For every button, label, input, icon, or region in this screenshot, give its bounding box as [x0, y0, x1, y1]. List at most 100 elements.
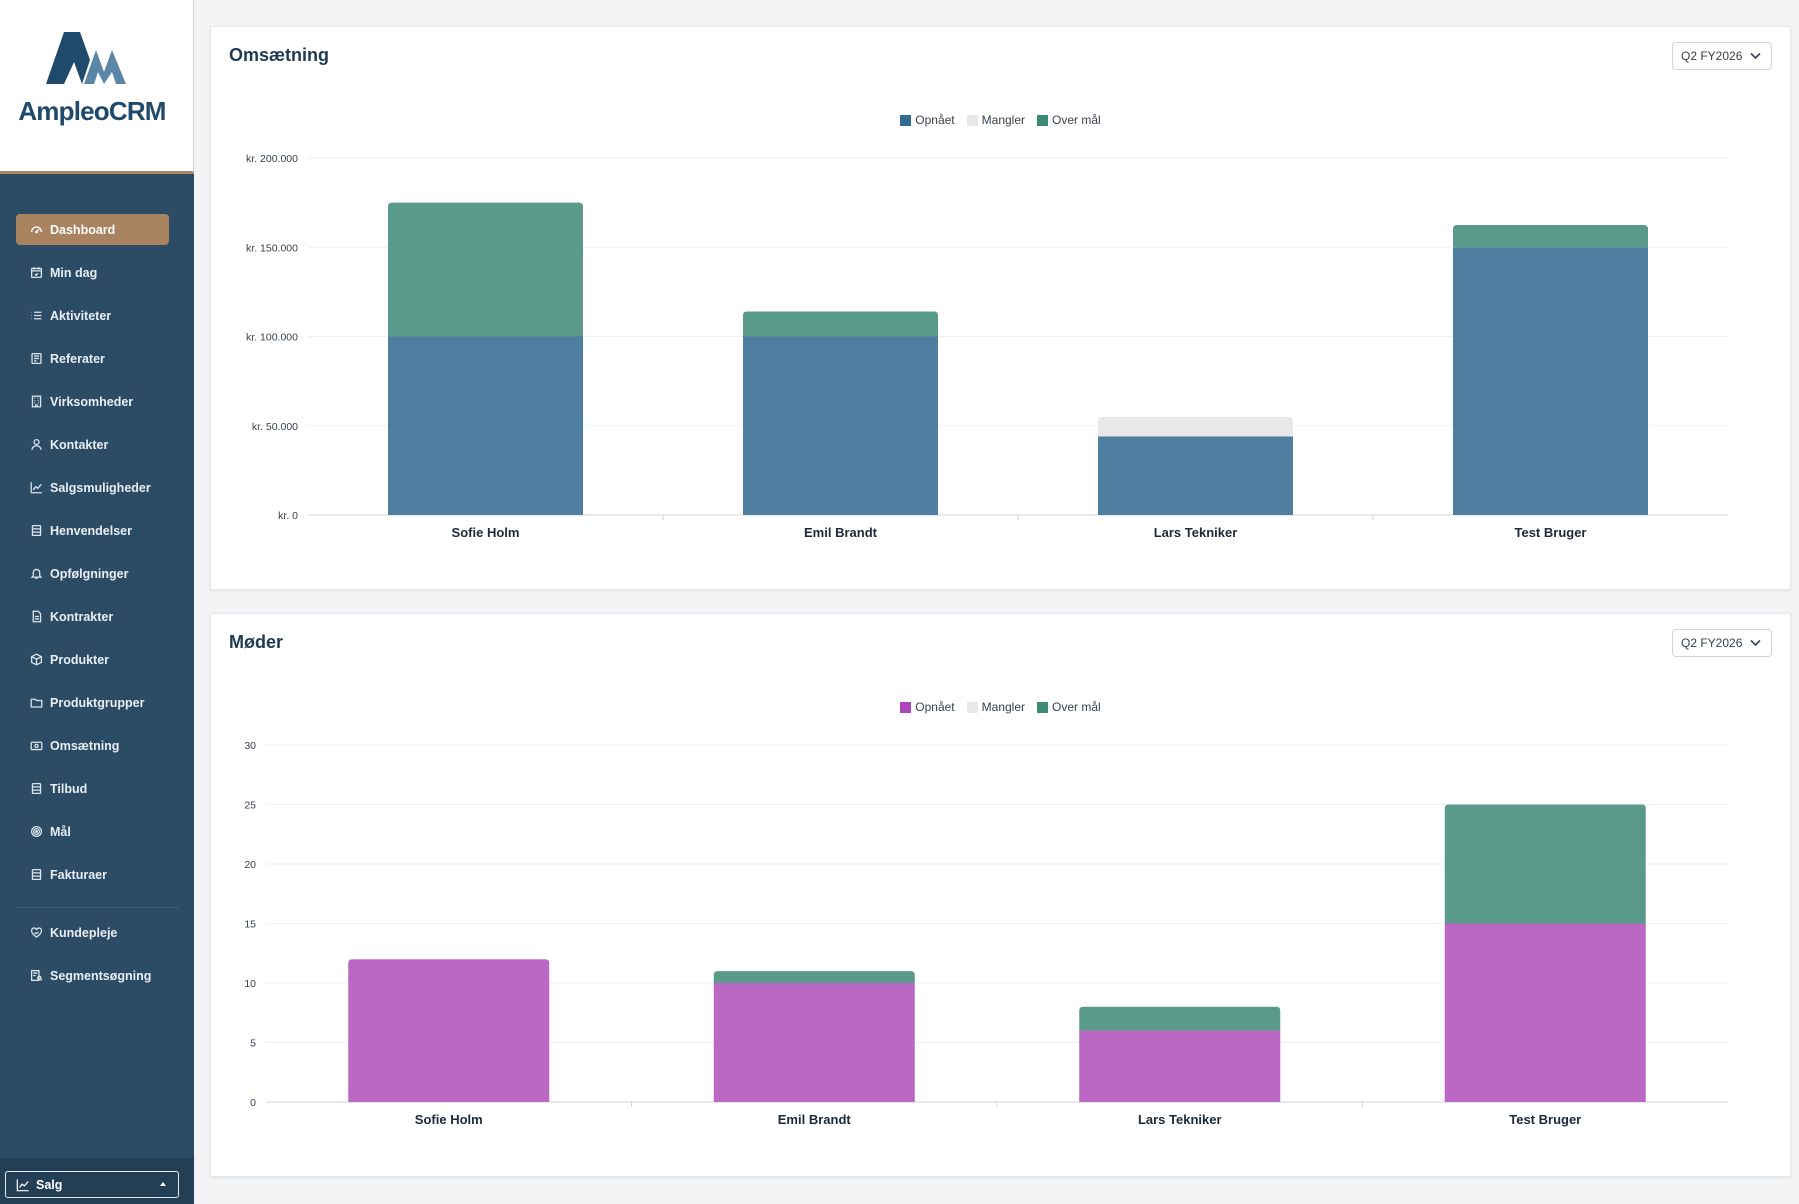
legend-swatch	[1037, 701, 1049, 713]
sidebar-item-virksomheder[interactable]: Virksomheder	[16, 386, 169, 417]
period-select[interactable]: Q2 FY2026	[1672, 42, 1772, 70]
sidebar-item-salgsmuligheder[interactable]: Salgsmuligheder	[16, 472, 169, 503]
y-tick-label: 5	[250, 1038, 256, 1050]
sidebar: AmpleoCRM Dashboard Min dag Aktiviteter …	[0, 0, 194, 1204]
x-tick-label: Test Bruger	[1509, 1112, 1581, 1127]
y-tick-label: kr. 100.000	[246, 332, 298, 344]
y-tick-label: 0	[250, 1097, 256, 1109]
x-tick-label: Emil Brandt	[778, 1112, 852, 1127]
legend-item[interactable]: Opnået	[900, 700, 955, 714]
sidebar-item-label: Mål	[50, 824, 71, 839]
box-icon	[29, 652, 44, 667]
sidebar-divider	[16, 907, 178, 908]
bar-segment	[743, 336, 938, 515]
legend-label: Mangler	[981, 700, 1026, 714]
offer-icon	[29, 781, 44, 796]
meetings-card: Møder Q2 FY2026 Opnået Mangler Over mål …	[210, 613, 1791, 1177]
sidebar-item-kundepleje[interactable]: Kundepleje	[16, 917, 169, 948]
trend-icon	[29, 480, 44, 495]
sidebar-item-label: Salgsmuligheder	[50, 480, 151, 495]
sidebar-item-dashboard[interactable]: Dashboard	[16, 214, 169, 245]
legend-swatch	[900, 114, 912, 126]
sidebar-item-label: Henvendelser	[50, 523, 132, 538]
sidebar-item-label: Opfølgninger	[50, 566, 129, 581]
sidebar-item-min-dag[interactable]: Min dag	[16, 257, 169, 288]
x-tick-label: Lars Tekniker	[1154, 525, 1238, 540]
legend-swatch	[900, 701, 912, 713]
y-tick-label: 10	[244, 978, 256, 990]
list-icon	[29, 308, 44, 323]
dashboard-icon	[29, 222, 44, 237]
bar-segment	[388, 202, 583, 337]
bar-segment	[1444, 923, 1646, 1102]
sidebar-item-label: Produktgrupper	[50, 695, 145, 710]
sidebar-item-opfolgninger[interactable]: Opfølgninger	[16, 558, 169, 589]
sidebar-item-label: Segmentsøgning	[50, 968, 152, 983]
y-tick-label: kr. 200.000	[246, 153, 298, 165]
sidebar-item-produkter[interactable]: Produkter	[16, 644, 169, 675]
bar-segment	[1098, 436, 1293, 515]
legend-label: Mangler	[981, 113, 1026, 127]
bar-segment	[1098, 416, 1293, 437]
sidebar-item-tilbud[interactable]: Tilbud	[16, 773, 169, 804]
role-select[interactable]: Salg	[5, 1171, 179, 1198]
contract-icon	[29, 609, 44, 624]
period-select[interactable]: Q2 FY2026	[1672, 629, 1772, 657]
legend-item[interactable]: Mangler	[966, 113, 1026, 127]
bar-segment	[1453, 224, 1648, 248]
inbox-icon	[29, 523, 44, 538]
notes-icon	[29, 351, 44, 366]
legend-label: Opnået	[915, 700, 955, 714]
target-icon	[29, 824, 44, 839]
meetings-chart: 0 5 10 15 20 25 30 Sofie Holm Emil Brandt Lars Te…	[244, 740, 1728, 1127]
legend-item[interactable]: Over mål	[1037, 700, 1101, 714]
bar-segment	[1079, 1006, 1281, 1031]
money-icon	[29, 738, 44, 753]
legend-swatch	[966, 701, 978, 713]
x-tick-label: Lars Tekniker	[1138, 1112, 1222, 1127]
card-title: Møder	[229, 632, 283, 652]
sidebar-item-fakturaer[interactable]: Fakturaer	[16, 859, 169, 890]
caret-up-icon	[160, 1182, 166, 1186]
y-tick-label: 15	[244, 919, 256, 931]
sidebar-item-label: Referater	[50, 351, 105, 366]
sidebar-item-label: Fakturaer	[50, 867, 107, 882]
chevron-down-icon	[1750, 52, 1761, 60]
user-icon	[29, 437, 44, 452]
revenue-chart: kr. 0 kr. 50.000 kr. 100.000 kr. 150.000 kr.…	[246, 153, 1728, 540]
heart-handshake-icon	[29, 925, 44, 940]
period-select-value: Q2 FY2026	[1681, 49, 1743, 63]
sidebar-item-produktgrupper[interactable]: Produktgrupper	[16, 687, 169, 718]
sidebar-footer	[0, 1158, 194, 1204]
sidebar-item-maal[interactable]: Mål	[16, 816, 169, 847]
logo-text: AmpleoCRM	[18, 96, 166, 126]
sidebar-item-henvendelser[interactable]: Henvendelser	[16, 515, 169, 546]
calendar-icon	[29, 265, 44, 280]
sidebar-item-segmentsogning[interactable]: Segmentsøgning	[16, 960, 169, 991]
y-tick-label: kr. 150.000	[246, 242, 298, 254]
sidebar-item-kontakter[interactable]: Kontakter	[16, 429, 169, 460]
x-tick-label: Emil Brandt	[804, 525, 878, 540]
x-tick-label: Test Bruger	[1515, 525, 1587, 540]
legend-swatch	[1037, 114, 1049, 126]
legend-item[interactable]: Opnået	[900, 113, 955, 127]
sidebar-item-aktiviteter[interactable]: Aktiviteter	[16, 300, 169, 331]
sidebar-item-label: Kontakter	[50, 437, 109, 452]
segment-search-icon	[29, 968, 44, 983]
x-tick-label: Sofie Holm	[452, 525, 520, 540]
legend-swatch	[966, 114, 978, 126]
sidebar-item-referater[interactable]: Referater	[16, 343, 169, 374]
sidebar-item-kontrakter[interactable]: Kontrakter	[16, 601, 169, 632]
bar-segment	[713, 983, 915, 1102]
chart-line-icon	[16, 1178, 29, 1191]
y-tick-label: kr. 50.000	[252, 421, 298, 433]
y-tick-label: kr. 0	[278, 510, 298, 522]
legend-item[interactable]: Over mål	[1037, 113, 1101, 127]
legend-label: Over mål	[1052, 113, 1101, 127]
period-select-value: Q2 FY2026	[1681, 636, 1743, 650]
sidebar-item-label: Virksomheder	[50, 394, 134, 409]
bar-segment	[348, 959, 550, 1102]
building-icon	[29, 394, 44, 409]
legend-item[interactable]: Mangler	[966, 700, 1026, 714]
sidebar-item-omsaetning[interactable]: Omsætning	[16, 730, 169, 761]
